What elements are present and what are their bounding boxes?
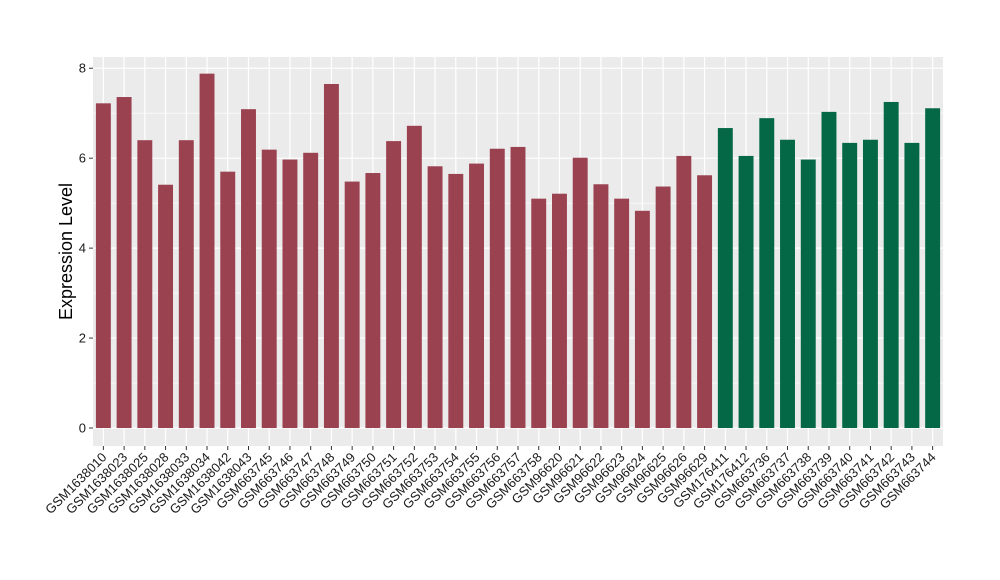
- bar-GSM663737: [780, 139, 795, 429]
- bar-GSM663748: [323, 83, 339, 429]
- bar-GSM1638033: [178, 140, 194, 429]
- bar-GSM1638043: [241, 109, 256, 429]
- y-axis-title: Expression Level: [56, 183, 76, 320]
- bar-GSM663743: [904, 142, 920, 429]
- bar-GSM663754: [448, 173, 464, 429]
- bar-GSM176412: [738, 155, 754, 429]
- bar-GSM96622: [593, 184, 609, 429]
- bar-GSM663738: [800, 159, 816, 429]
- bar-GSM1638010: [95, 103, 111, 429]
- bar-GSM663756: [489, 148, 505, 429]
- bar-GSM1638034: [199, 73, 215, 429]
- bar-GSM1638028: [158, 184, 174, 429]
- bar-GSM1638025: [137, 140, 153, 429]
- bar-GSM663741: [862, 139, 878, 429]
- bar-GSM663758: [531, 198, 547, 429]
- y-tick-label: 0: [79, 421, 86, 436]
- bars: [95, 73, 941, 429]
- bar-GSM663757: [510, 146, 526, 429]
- bar-GSM663753: [427, 166, 443, 429]
- bar-GSM1638023: [116, 97, 132, 429]
- bar-GSM663745: [261, 149, 277, 429]
- bar-GSM663740: [842, 142, 858, 429]
- bar-GSM663744: [925, 108, 941, 429]
- bar-GSM663755: [469, 163, 484, 429]
- bar-GSM663746: [282, 159, 298, 429]
- y-tick-label: 4: [79, 241, 86, 256]
- bar-GSM663749: [344, 181, 360, 429]
- bar-GSM96624: [634, 210, 650, 429]
- bar-GSM663742: [883, 101, 899, 429]
- bar-GSM663747: [303, 152, 319, 429]
- y-tick-label: 2: [79, 331, 86, 346]
- y-tick-label: 6: [79, 151, 86, 166]
- bar-GSM96626: [676, 155, 692, 429]
- bar-GSM96621: [572, 157, 588, 429]
- bar-GSM176411: [717, 128, 733, 429]
- bar-GSM663751: [386, 141, 402, 429]
- bar-GSM96629: [697, 175, 713, 429]
- bar-GSM663750: [365, 173, 381, 429]
- y-axis: 0 2 4 6 8: [79, 61, 93, 436]
- bar-GSM663752: [406, 125, 422, 429]
- x-axis: GSM1638010GSM1638023GSM1638025GSM1638028…: [42, 446, 939, 517]
- bar-GSM663739: [821, 111, 837, 429]
- y-tick-label: 8: [79, 61, 86, 76]
- bar-GSM96620: [552, 193, 567, 429]
- bar-GSM96625: [655, 186, 671, 429]
- bar-GSM663736: [759, 118, 775, 429]
- bar-GSM1638042: [220, 171, 236, 429]
- bar-GSM96623: [614, 198, 630, 429]
